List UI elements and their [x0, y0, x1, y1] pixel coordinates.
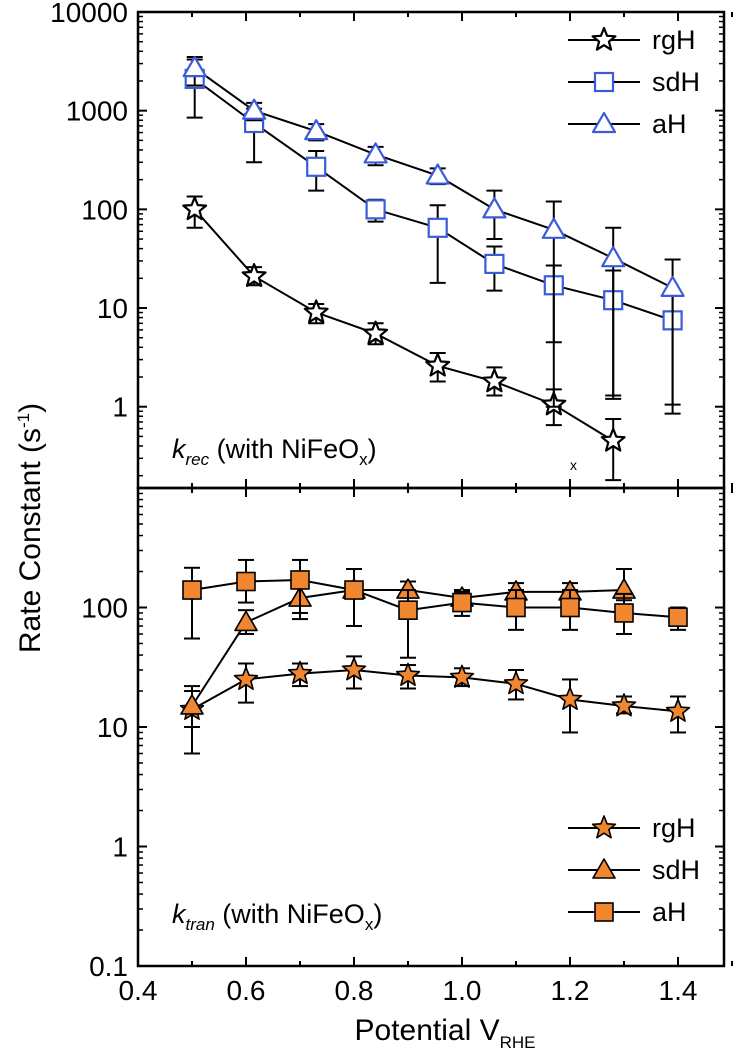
- legend-marker-sdH: [593, 71, 615, 93]
- x-tick-label: 0.4: [119, 975, 158, 1006]
- plot-frame-top: [136, 10, 726, 490]
- data-point-rgH: [287, 660, 313, 685]
- data-point-aH: [425, 163, 450, 185]
- y-tick-label: 1: [112, 832, 128, 863]
- x-tick-label: 1.4: [659, 975, 698, 1006]
- y-tick-label: 1: [112, 392, 128, 423]
- data-point-rgH: [395, 662, 421, 686]
- data-point-rgH: [611, 693, 637, 717]
- data-point-aH: [560, 597, 580, 618]
- legend-marker-aH: [594, 902, 614, 922]
- data-point-aH: [452, 592, 472, 613]
- series-line: [191, 668, 679, 713]
- data-point-sdH: [306, 156, 327, 177]
- data-point-rgH: [557, 686, 583, 710]
- data-point-aH: [506, 597, 526, 618]
- y-tick-label: 100: [81, 593, 128, 624]
- data-point-aH: [660, 275, 685, 297]
- series-rgH: [179, 655, 691, 755]
- data-point-rgH: [600, 427, 626, 452]
- x-ticks-bottom: 0.4 0.6 0.8 1.0 1.2 1.4: [119, 975, 698, 1006]
- legend-marker-aH: [591, 111, 617, 134]
- data-point-rgH: [303, 299, 329, 324]
- legend-label-aH: aH: [652, 109, 687, 139]
- data-point-aH: [236, 571, 256, 592]
- stray-x-label: x: [570, 457, 577, 473]
- legend-label-sdH: sdH: [652, 67, 700, 97]
- plot-frame-bottom: [136, 486, 726, 968]
- data-point-rgH: [233, 666, 259, 690]
- y-tick-label: 10000: [50, 0, 128, 28]
- panel-label-top: krec (with NiFeOx): [172, 434, 377, 469]
- data-point-aH: [290, 570, 310, 590]
- legend-top: rgH sdH aH: [568, 25, 700, 139]
- panel-krec: 1 10 100 1000 10000 rgH sdH aH krec (with NiFe…: [50, 0, 733, 490]
- x-tick-label: 0.8: [335, 975, 374, 1006]
- data-point-rgH: [665, 698, 691, 722]
- series-line: [191, 578, 679, 619]
- series-aH: [182, 558, 688, 659]
- panel-label-bottom: ktran (with NiFeOx): [172, 899, 382, 934]
- data-bottom: [179, 558, 691, 755]
- data-point-sdH: [427, 217, 448, 238]
- legend-label-aH: aH: [652, 897, 687, 927]
- data-point-aH: [614, 603, 634, 623]
- x-tick-label: 1.0: [443, 975, 482, 1006]
- data-point-rgH: [341, 657, 367, 681]
- data-point-rgH: [481, 368, 507, 393]
- series-aH: [182, 55, 685, 415]
- data-point-aH: [363, 142, 388, 164]
- y-ticks-top: 1 10 100 1000 10000: [50, 0, 733, 488]
- legend-label-rgH: rgH: [652, 25, 696, 55]
- data-point-sdH: [365, 199, 386, 220]
- x-tick-label: 0.6: [227, 975, 266, 1006]
- y-ticks-bottom: 0.1 1 10 100: [81, 488, 733, 982]
- legend-bottom: rgH sdH aH: [568, 813, 700, 927]
- legend-marker-rgH: [591, 815, 617, 839]
- series-rgH: [182, 195, 626, 482]
- data-point-aH: [668, 607, 688, 627]
- data-point-aH: [304, 119, 329, 141]
- data-point-aH: [398, 600, 418, 620]
- data-top: [182, 55, 685, 482]
- data-point-aH: [482, 197, 507, 219]
- y-tick-label: 10: [97, 712, 128, 743]
- y-tick-label: 100: [81, 194, 128, 225]
- data-point-rgH: [363, 320, 389, 345]
- y-tick-label: 10: [97, 293, 128, 324]
- data-point-aH: [182, 56, 207, 78]
- data-point-rgH: [449, 664, 475, 688]
- panel-ktran: 0.1 1 10 100 0.4 0.6 0.8 1.0 1.2 1.4 rgH sdH aH kt…: [81, 486, 733, 1006]
- data-point-sdH: [180, 694, 204, 715]
- data-point-aH: [182, 580, 202, 600]
- y-tick-label: 1000: [66, 96, 128, 127]
- data-point-rgH: [425, 352, 451, 377]
- y-axis-title: Rate Constant (s-1): [14, 403, 47, 653]
- x-axis-title: Potential VRHE: [355, 1014, 536, 1052]
- data-point-aH: [344, 580, 364, 600]
- data-point-sdH: [234, 610, 258, 632]
- legend-marker-sdH: [592, 858, 616, 879]
- y-tick-label: 0.1: [89, 951, 128, 982]
- data-point-aH: [242, 98, 267, 120]
- legend-marker-rgH: [591, 26, 617, 51]
- data-point-rgH: [241, 263, 267, 287]
- legend-label-sdH: sdH: [652, 855, 700, 885]
- data-point-aH: [541, 217, 566, 239]
- legend-label-rgH: rgH: [652, 813, 696, 843]
- data-point-rgH: [182, 196, 208, 221]
- data-point-rgH: [503, 671, 529, 695]
- x-tick-label: 1.2: [551, 975, 590, 1006]
- data-point-sdH: [484, 253, 505, 275]
- data-point-aH: [601, 246, 626, 268]
